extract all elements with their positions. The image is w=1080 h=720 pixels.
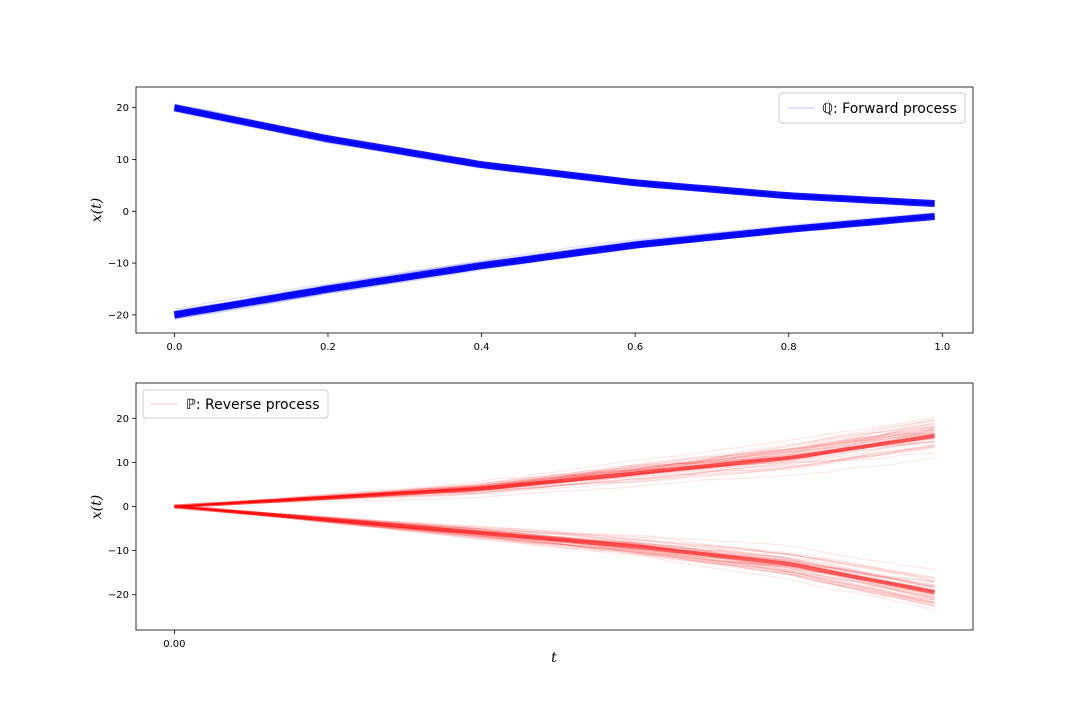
trajectory-line (174, 108, 935, 205)
trajectory-line (174, 110, 935, 206)
trajectory-line (174, 425, 935, 508)
bottom-y-axis-label: x(t) (89, 495, 105, 519)
trajectory-line (174, 505, 935, 604)
bottom-legend-box (142, 389, 329, 419)
bottom-legend: ℙ: Reverse process (142, 389, 329, 419)
trajectory-line (174, 505, 935, 588)
top-axes-frame (135, 86, 974, 334)
trajectory-line (174, 505, 935, 570)
bottom-legend-label: ℙ: Reverse process (186, 397, 320, 413)
y-tick-label: 0 (123, 502, 129, 513)
trajectory-line (174, 108, 935, 207)
top-legend-box (778, 92, 966, 124)
top-y-axis-label: x(t) (89, 198, 105, 222)
trajectory-line (174, 505, 935, 600)
x-tick-label: 0.4 (474, 342, 490, 353)
trajectory-line (174, 108, 935, 205)
trajectory-line (174, 457, 935, 508)
trajectory-line (174, 217, 935, 319)
trajectory-line (174, 109, 935, 205)
x-tick-label: 1.0 (934, 342, 950, 353)
bottom-x-ticks: 0.00 (163, 630, 186, 650)
trajectory-line (174, 505, 935, 607)
y-tick-label: −10 (108, 259, 129, 270)
bottom-y-ticks: −20 −10 0 10 20 (108, 414, 136, 601)
bottom-axes-frame (135, 382, 974, 631)
trajectory-line (174, 212, 935, 313)
trajectory-line (174, 505, 935, 611)
trajectory-line (174, 505, 935, 604)
trajectory-line (174, 505, 935, 583)
reverse-process-panel: 0.00 −20 −10 0 10 20 x(t) t ℙ: Reverse proce… (89, 382, 974, 666)
trajectory-line (174, 216, 935, 318)
series-core-line (174, 504, 935, 595)
trajectory-line (174, 505, 935, 601)
series-core-line (173, 104, 935, 207)
series-core-line (173, 213, 935, 319)
trajectory-line (174, 423, 935, 508)
trajectory-line (174, 216, 935, 321)
y-tick-label: 10 (116, 458, 129, 469)
trajectory-line (174, 217, 935, 320)
trajectory-line (174, 416, 935, 508)
series-core-line (174, 433, 935, 509)
trajectory-line (174, 505, 935, 601)
trajectory-line (174, 505, 935, 608)
y-tick-label: 0 (123, 207, 129, 218)
y-tick-label: −10 (108, 546, 129, 557)
trajectory-line (174, 108, 935, 206)
trajectory-line (174, 505, 935, 605)
y-tick-label: 10 (116, 155, 129, 166)
trajectory-line (174, 109, 935, 206)
trajectory-line (174, 216, 935, 319)
x-tick-label: 0.8 (781, 342, 797, 353)
y-tick-label: −20 (108, 590, 129, 601)
trajectory-line (174, 217, 935, 317)
top-x-ticks: 0.0 0.2 0.4 0.6 0.8 1.0 (166, 333, 950, 353)
trajectory-line (174, 216, 935, 320)
top-legend-label: ℚ: Forward process (822, 101, 957, 117)
top-y-ticks: −20 −10 0 10 20 (108, 103, 136, 321)
x-tick-label: 0.6 (627, 342, 643, 353)
x-tick-label: 0.2 (320, 342, 336, 353)
trajectory-line (174, 418, 935, 508)
forward-process-trajectories (173, 103, 935, 321)
trajectory-line (174, 215, 935, 318)
trajectory-line (174, 111, 935, 206)
trajectory-line (174, 505, 935, 601)
forward-process-panel: 0.0 0.2 0.4 0.6 0.8 1.0 −20 −10 0 10 20 x(t) ℚ: F… (89, 86, 974, 353)
trajectory-line (174, 217, 935, 319)
trajectory-line (174, 505, 935, 606)
trajectory-line (174, 216, 935, 318)
y-tick-label: 20 (116, 103, 129, 114)
trajectory-line (174, 216, 935, 318)
y-tick-label: 20 (116, 414, 129, 425)
reverse-process-trajectories (174, 416, 935, 611)
top-legend: ℚ: Forward process (778, 92, 966, 124)
y-tick-label: −20 (108, 310, 129, 321)
trajectory-line (174, 505, 935, 606)
x-tick-label: 0.0 (166, 342, 182, 353)
trajectory-line (174, 215, 935, 319)
trajectory-line (174, 215, 935, 318)
bottom-x-axis-label: t (551, 650, 557, 666)
trajectory-line (174, 505, 935, 604)
x-tick-label: 0.00 (163, 639, 185, 650)
